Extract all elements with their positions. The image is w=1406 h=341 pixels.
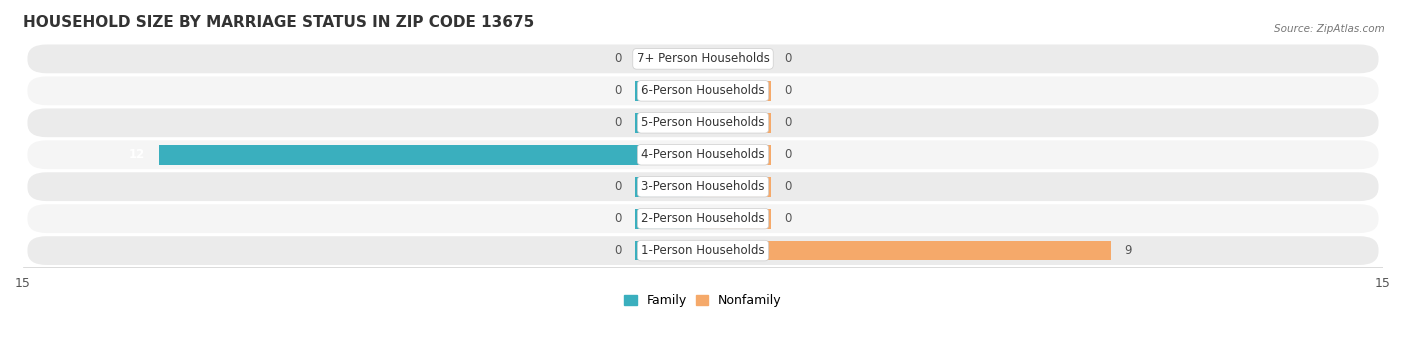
Bar — [703, 113, 770, 133]
Text: 0: 0 — [614, 180, 621, 193]
FancyBboxPatch shape — [28, 236, 1378, 265]
Text: HOUSEHOLD SIZE BY MARRIAGE STATUS IN ZIP CODE 13675: HOUSEHOLD SIZE BY MARRIAGE STATUS IN ZIP… — [22, 15, 534, 30]
Bar — [636, 209, 703, 228]
Bar — [636, 113, 703, 133]
Text: 0: 0 — [614, 84, 621, 97]
Text: 5-Person Households: 5-Person Households — [641, 116, 765, 129]
Bar — [636, 241, 703, 261]
Text: 4-Person Households: 4-Person Households — [641, 148, 765, 161]
Text: 0: 0 — [785, 53, 792, 65]
Text: 0: 0 — [614, 116, 621, 129]
FancyBboxPatch shape — [28, 172, 1378, 201]
FancyBboxPatch shape — [28, 76, 1378, 105]
Text: 2-Person Households: 2-Person Households — [641, 212, 765, 225]
Text: 0: 0 — [614, 53, 621, 65]
Text: 0: 0 — [614, 244, 621, 257]
Bar — [159, 145, 703, 165]
Text: 0: 0 — [785, 148, 792, 161]
Bar — [703, 145, 770, 165]
Text: 12: 12 — [129, 148, 145, 161]
Text: 9: 9 — [1125, 244, 1132, 257]
Bar — [703, 81, 770, 101]
Text: Source: ZipAtlas.com: Source: ZipAtlas.com — [1274, 24, 1385, 34]
Bar — [703, 49, 770, 69]
Bar — [636, 49, 703, 69]
Text: 6-Person Households: 6-Person Households — [641, 84, 765, 97]
Bar — [703, 241, 1111, 261]
Text: 0: 0 — [785, 116, 792, 129]
FancyBboxPatch shape — [28, 204, 1378, 233]
Bar — [703, 209, 770, 228]
FancyBboxPatch shape — [28, 140, 1378, 169]
Text: 0: 0 — [614, 212, 621, 225]
Text: 7+ Person Households: 7+ Person Households — [637, 53, 769, 65]
Legend: Family, Nonfamily: Family, Nonfamily — [624, 294, 782, 307]
Bar — [703, 177, 770, 196]
Text: 3-Person Households: 3-Person Households — [641, 180, 765, 193]
Text: 0: 0 — [785, 180, 792, 193]
Text: 1-Person Households: 1-Person Households — [641, 244, 765, 257]
Bar — [636, 81, 703, 101]
Text: 0: 0 — [785, 84, 792, 97]
Bar — [636, 177, 703, 196]
FancyBboxPatch shape — [28, 45, 1378, 73]
Text: 0: 0 — [785, 212, 792, 225]
FancyBboxPatch shape — [28, 108, 1378, 137]
